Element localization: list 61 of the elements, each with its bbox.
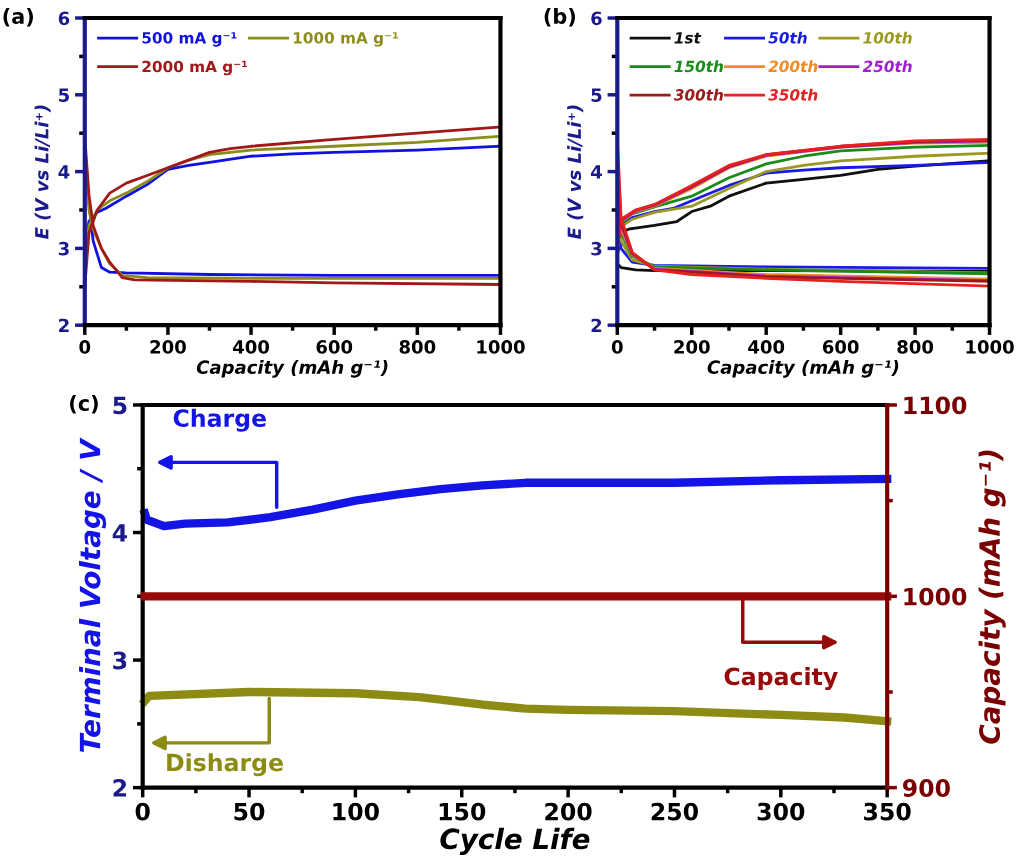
legend-label: 1st [674,32,702,44]
legend-label: 100th [863,31,912,44]
x-tick-label: 350 [864,802,911,821]
y-tick-label: 4 [112,524,128,542]
x-tick-label: 300 [757,802,805,821]
x-tick-label: 200 [150,340,186,354]
y2-axis-title: Capacity (mAh g⁻¹) [978,450,1006,744]
y-tick-label: 3 [591,241,602,256]
y-axis-title: Terminal Voltage / V [79,437,107,752]
x-tick-label: 0 [611,340,623,354]
x-tick-label: 150 [439,802,486,821]
annotation: Charge [173,408,266,432]
x-tick-label: 400 [233,340,270,354]
legend-label: 350th [768,88,818,101]
x-tick-label: 200 [674,340,710,354]
chart-title: (c) [70,394,98,414]
y-tick-label: 4 [58,165,70,179]
x-axis-title: Cycle Life [440,827,590,855]
y2-tick-label: 1000 [904,587,967,606]
x-axis-title: Capacity (mAh g⁻¹) [196,360,388,378]
x-tick-label: 400 [748,340,785,354]
x-tick-label: 200 [545,802,592,821]
x-tick-label: 1000 [966,340,1014,354]
legend-label: 2000 mA g⁻¹ [142,60,248,76]
x-tick-label: 1000 [477,340,525,354]
x-tick-label: 0 [135,802,150,821]
y-tick-label: 4 [590,165,602,179]
legend-label: 1000 mA g⁻¹ [293,32,398,47]
legend-label: 200th [768,60,818,73]
x-tick-label: 100 [333,802,379,821]
x-tick-label: 0 [79,340,91,354]
legend-label: 250th [862,60,912,73]
x-tick-label: 600 [822,340,859,354]
legend-label: 50th [768,31,807,44]
y-tick-label: 6 [591,11,602,26]
y-tick-label: 3 [58,241,69,256]
y-axis-title: E (V vs Li/Li⁺) [567,105,584,240]
y-tick-label: 3 [113,651,127,670]
y-tick-label: 2 [113,779,127,797]
y-tick-label: 5 [59,88,69,102]
y2-tick-label: 1100 [904,396,967,415]
y-tick-label: 6 [58,11,70,26]
y2-tick-label: 900 [902,779,950,797]
x-tick-label: 600 [316,340,353,354]
x-tick-label: 800 [897,340,934,354]
y-axis-title: E (V vs Li/Li⁺) [34,105,51,240]
y-tick-label: 5 [113,396,127,415]
chart-title: (b) [544,7,576,27]
chart-title: (a) [3,7,33,27]
legend-label: 300th [673,88,724,101]
legend-label: 500 mA g⁻¹ [142,32,237,47]
legend-label: 150th [674,60,724,73]
annotation: Capacity [724,667,838,691]
x-axis-title: Capacity (mAh g⁻¹) [707,360,899,378]
x-tick-label: 250 [651,802,698,821]
x-tick-label: 50 [234,802,265,821]
annotation: Disharge [167,753,283,777]
y-tick-label: 2 [59,318,69,333]
x-tick-label: 800 [399,340,436,354]
y-tick-label: 5 [591,88,602,102]
y-tick-label: 2 [591,318,602,333]
